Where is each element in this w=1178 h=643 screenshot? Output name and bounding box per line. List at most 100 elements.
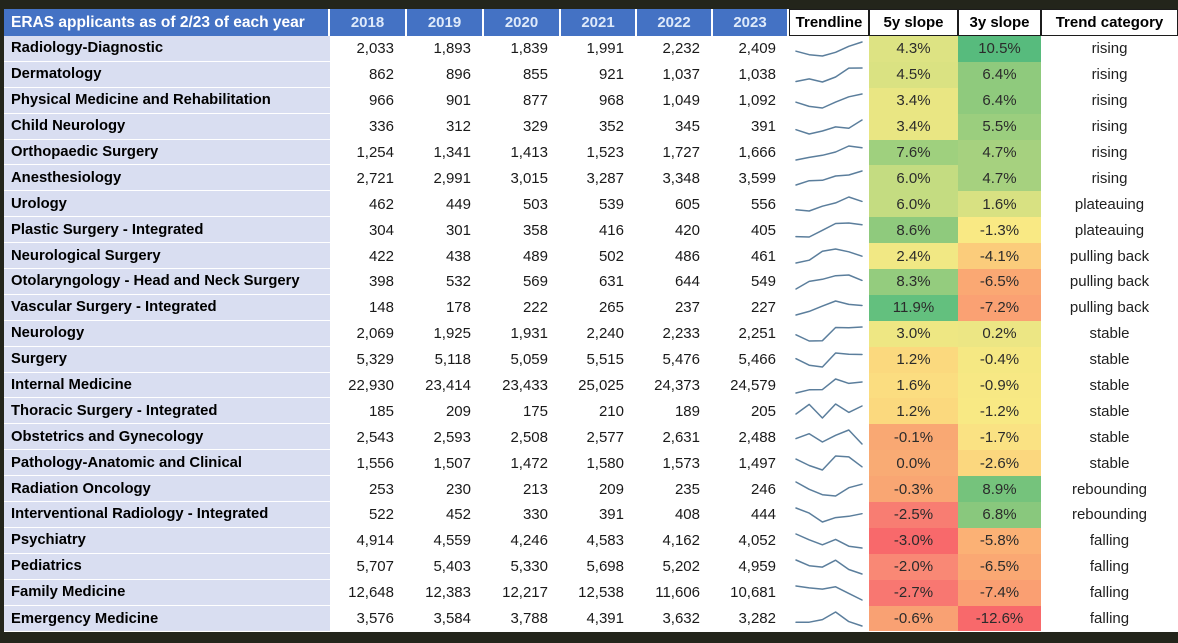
applicant-count-2021: 502	[598, 247, 624, 265]
trendline-sparkline	[795, 170, 863, 187]
applicant-count-2021: 25,025	[578, 377, 624, 395]
applicant-count-2022: 1,727	[662, 144, 700, 161]
table-row: Family Medicine 12,648 12,383 12,217 12,538 1…	[4, 579, 1178, 606]
applicant-count-2018: 5,707	[356, 558, 394, 576]
slope-5y-cell: 11.9%	[869, 294, 958, 321]
applicant-count-2019: 301	[445, 221, 471, 239]
specialty-name: Psychiatry	[4, 527, 330, 554]
applicant-count-2019: 2,991	[433, 169, 471, 187]
table-row: Anesthesiology 2,721 2,991 3,015 3,287 3,348 3…	[4, 165, 1178, 192]
trendline-cell	[789, 476, 869, 502]
applicant-count-2020: 330	[522, 506, 548, 524]
slope-5y-header: 5y slope	[869, 9, 958, 36]
specialty-name: Pathology-Anatomic and Clinical	[4, 450, 330, 477]
applicant-count-2020: 1,839	[510, 40, 548, 58]
slope-3y-cell: 8.9%	[958, 476, 1041, 503]
applicant-count-2018: 2,543	[356, 428, 394, 446]
slope-5y-cell: 6.0%	[869, 191, 958, 218]
applicant-count-2022: 24,373	[654, 377, 700, 395]
trendline-sparkline	[795, 507, 863, 523]
table-row: Physical Medicine and Rehabilitation 966 9…	[4, 87, 1178, 114]
trend-category-cell: pulling back	[1069, 247, 1150, 265]
trendline-sparkline	[795, 351, 863, 368]
applicant-count-2020: 5,330	[510, 558, 548, 576]
applicant-count-2021: 352	[598, 118, 624, 136]
trendline-sparkline	[795, 403, 863, 420]
slope-3y-cell: -0.9%	[958, 372, 1041, 399]
applicant-count-2021: 2,577	[586, 428, 624, 446]
trendline-sparkline	[795, 559, 863, 575]
applicant-count-2018: 966	[368, 92, 394, 110]
trendline-cell	[789, 269, 869, 295]
table-body: Radiology-Diagnostic 2,033 1,893 1,839 1,991…	[4, 36, 1178, 632]
specialty-name: Emergency Medicine	[4, 605, 330, 632]
trendline-sparkline	[795, 429, 863, 446]
applicant-count-2018: 1,254	[356, 144, 394, 161]
applicant-count-2020: 2,508	[510, 428, 548, 446]
trend-category-cell: rising	[1091, 66, 1128, 84]
trendline-cell	[789, 88, 869, 114]
applicant-count-2021: 2,240	[586, 325, 624, 343]
slope-5y-cell: 8.3%	[869, 269, 958, 295]
trendline-cell	[789, 114, 869, 140]
slope-5y-cell: 3.4%	[869, 113, 958, 140]
year-header-2019: 2019	[407, 9, 484, 36]
trendline-cell	[789, 580, 869, 606]
applicant-count-2020: 329	[522, 118, 548, 136]
applicant-count-2022: 1,049	[662, 92, 700, 110]
applicant-count-2022: 2,233	[662, 325, 700, 343]
applicant-count-2020: 3,015	[510, 169, 548, 187]
trend-category-cell: falling	[1089, 610, 1130, 628]
slope-5y-cell: -2.5%	[869, 502, 958, 528]
table-row: Orthopaedic Surgery 1,254 1,341 1,413 1,523 1…	[4, 139, 1178, 166]
trend-category-cell: plateauing	[1074, 221, 1145, 239]
trendline-cell	[789, 528, 869, 554]
applicant-count-2018: 522	[368, 506, 394, 524]
applicant-count-2020: 877	[522, 92, 548, 110]
table-title: ERAS applicants as of 2/23 of each year	[4, 9, 330, 36]
slope-3y-cell: 4.7%	[958, 165, 1041, 192]
slope-3y-cell: -4.1%	[958, 243, 1041, 270]
applicant-count-2023: 2,409	[738, 40, 776, 58]
trendline-cell	[789, 321, 869, 347]
applicant-count-2018: 185	[368, 402, 394, 420]
applicant-count-2021: 968	[598, 92, 624, 110]
slope-3y-cell: 4.7%	[958, 139, 1041, 166]
applicant-count-2019: 1,507	[433, 454, 471, 472]
applicant-count-2019: 5,118	[434, 351, 471, 369]
applicant-count-2019: 1,893	[433, 40, 471, 58]
applicant-count-2018: 2,069	[356, 325, 394, 343]
applicant-count-2022: 5,202	[662, 558, 700, 576]
trendline-sparkline	[795, 481, 863, 497]
applicant-count-2023: 2,488	[738, 428, 776, 446]
trendline-cell	[789, 295, 869, 321]
specialty-name: Radiation Oncology	[4, 476, 330, 503]
table-row: Child Neurology 336 312 329 352 345 391 3.4% 5.5…	[4, 113, 1178, 140]
table-row: Radiology-Diagnostic 2,033 1,893 1,839 1,991…	[4, 36, 1178, 62]
applicant-count-2021: 1,580	[586, 454, 624, 472]
year-header-2021: 2021	[561, 9, 637, 36]
slope-5y-cell: 1.2%	[869, 398, 958, 425]
trendline-sparkline	[795, 196, 863, 213]
year-header-2023: 2023	[713, 9, 789, 36]
applicant-count-2018: 398	[368, 273, 394, 291]
table-row: Urology 462 449 503 539 605 556 6.0% 1.6% plateau…	[4, 191, 1178, 218]
applicant-count-2022: 486	[674, 247, 700, 265]
specialty-name: Interventional Radiology - Integrated	[4, 502, 330, 528]
applicant-count-2020: 3,788	[510, 610, 548, 628]
applicant-count-2020: 5,059	[510, 351, 548, 369]
slope-3y-cell: 10.5%	[958, 36, 1041, 62]
slope-5y-cell: 3.4%	[869, 87, 958, 114]
applicant-count-2019: 4,559	[433, 532, 471, 550]
trendline-sparkline	[795, 248, 863, 264]
trendline-sparkline	[795, 584, 863, 601]
applicant-count-2023: 556	[750, 195, 776, 213]
trendline-cell	[789, 62, 869, 88]
applicant-count-2020: 175	[522, 402, 548, 420]
applicant-count-2021: 5,515	[586, 351, 624, 369]
trendline-sparkline	[795, 325, 863, 342]
slope-5y-cell: 4.3%	[869, 36, 958, 62]
trend-category-cell: stable	[1089, 454, 1130, 472]
applicant-count-2021: 3,287	[586, 169, 624, 187]
table-row: Interventional Radiology - Integrated 522…	[4, 502, 1178, 528]
